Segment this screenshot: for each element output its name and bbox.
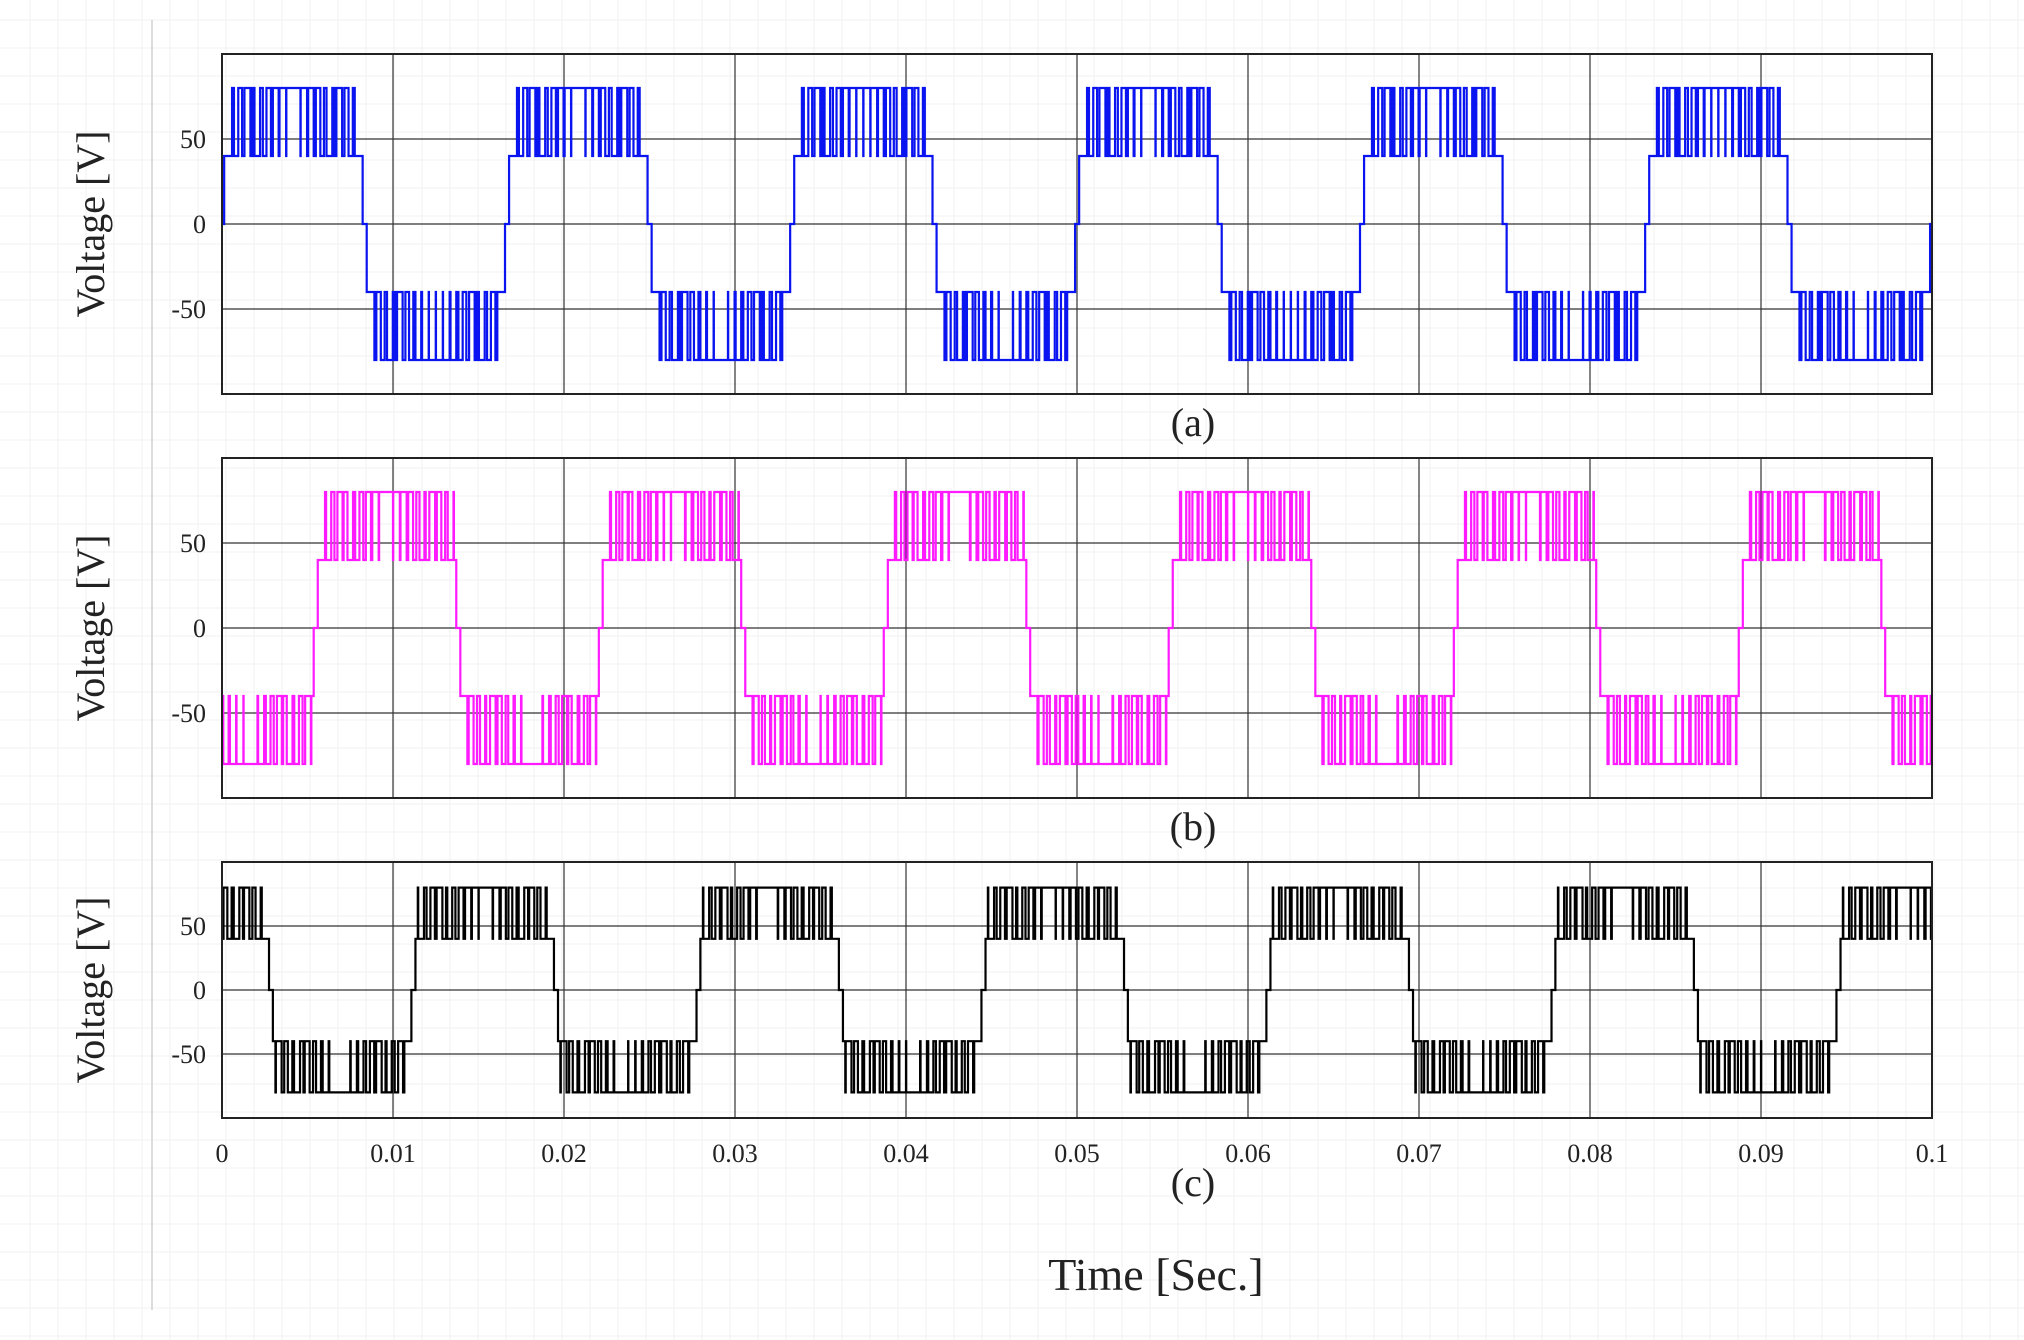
panel-a-caption: (a) xyxy=(1171,400,1215,445)
panel-b-series-line xyxy=(222,490,1932,766)
panel-c-caption: (c) xyxy=(1171,1160,1215,1205)
panel-c-series-line xyxy=(222,886,1932,1094)
panel-b-y-axis-label: Voltage [V] xyxy=(68,535,113,722)
panel-c-x-tick-label: 0.03 xyxy=(712,1139,758,1168)
panel-c-x-tick-label: 0.1 xyxy=(1916,1139,1949,1168)
panel-a-y-axis-label: Voltage [V] xyxy=(68,131,113,318)
panel-b: -50 0 50 Voltage [V] (b) xyxy=(68,457,1933,849)
panel-a-y-ticks: -50 0 50 xyxy=(171,125,206,324)
panel-c: -50 0 50 0 0.01 0.02 0.03 0.04 0.05 0.06 0.07 0.08… xyxy=(68,861,1949,1205)
panel-c-x-tick-label: 0.04 xyxy=(883,1139,929,1168)
panel-b-y-tick-label: -50 xyxy=(171,699,206,728)
panel-a-y-tick-label: -50 xyxy=(171,295,206,324)
panel-a-series-line xyxy=(222,86,1932,362)
panel-c-x-tick-label: 0.07 xyxy=(1396,1139,1442,1168)
panel-c-x-tick-label: 0.08 xyxy=(1567,1139,1613,1168)
panel-a-y-tick-label: 0 xyxy=(193,210,206,239)
panel-a-frame xyxy=(221,53,1933,395)
panel-a-y-tick-label: 50 xyxy=(180,125,206,154)
panel-c-x-tick-label: 0.05 xyxy=(1054,1139,1100,1168)
panel-c-y-tick-label: 50 xyxy=(180,912,206,941)
panel-b-y-tick-label: 50 xyxy=(180,529,206,558)
panel-c-y-axis-label: Voltage [V] xyxy=(68,897,113,1084)
panel-c-y-tick-label: -50 xyxy=(171,1040,206,1069)
panel-c-x-tick-label: 0.09 xyxy=(1738,1139,1784,1168)
panel-c-y-tick-label: 0 xyxy=(193,976,206,1005)
panel-c-x-ticks: 0 0.01 0.02 0.03 0.04 0.05 0.06 0.07 0.08 0.09 0.1 xyxy=(216,1139,1949,1168)
panel-c-x-tick-label: 0.06 xyxy=(1225,1139,1271,1168)
panel-b-frame xyxy=(221,457,1933,799)
panel-c-x-tick-label: 0.01 xyxy=(370,1139,416,1168)
panel-b-y-ticks: -50 0 50 xyxy=(171,529,206,728)
panel-c-frame xyxy=(221,861,1933,1119)
panel-a: -50 0 50 Voltage [V] (a) xyxy=(68,53,1933,445)
panel-c-y-ticks: -50 0 50 xyxy=(171,912,206,1069)
panel-c-x-tick-label: 0.02 xyxy=(541,1139,587,1168)
panel-c-x-tick-label: 0 xyxy=(216,1139,229,1168)
panel-b-y-tick-label: 0 xyxy=(193,614,206,643)
panel-b-caption: (b) xyxy=(1170,804,1217,849)
x-axis-title: Time [Sec.] xyxy=(1048,1249,1264,1300)
